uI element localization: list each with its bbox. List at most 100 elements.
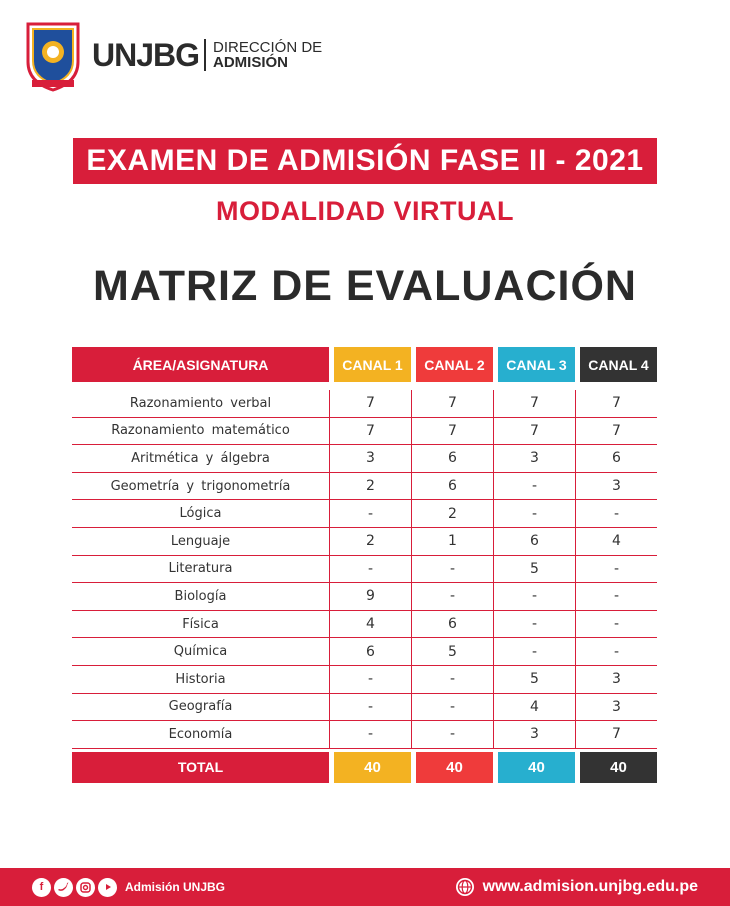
canal-2-total: 40 (416, 751, 493, 783)
canal-2-value: - (411, 693, 493, 721)
canal-2-value: 7 (411, 390, 493, 417)
canal-3-value: 7 (493, 390, 575, 417)
canal-4-value: 3 (575, 665, 657, 693)
canal-1-value: 9 (329, 583, 411, 610)
subject-name: Lógica (179, 506, 222, 522)
canal-3-value: - (493, 472, 575, 500)
canal-2-value: 2 (411, 500, 493, 527)
table-header-row: ÁREA/ASIGNATURA CANAL 1 CANAL 2 CANAL 3 … (72, 347, 657, 382)
canal-4-value: 7 (575, 417, 657, 445)
canal-2-header: CANAL 2 (416, 347, 493, 382)
footer-bar: f Admisión UNJBG www.admision.unjbg.edu.… (0, 868, 730, 906)
canal-4-value: 7 (575, 390, 657, 417)
canal-1-value: 3 (329, 445, 411, 472)
canal-3-value: 5 (493, 665, 575, 693)
canal-2-value: - (411, 721, 493, 748)
canal-2-value: 7 (411, 417, 493, 445)
subject-name: Economía (168, 726, 233, 742)
canal-3-value: - (493, 583, 575, 610)
canal-4-value: 3 (575, 472, 657, 500)
page-title: MATRIZ DE EVALUACIÓN (93, 262, 637, 310)
table-row: Literatura - -5- (72, 555, 657, 584)
canal-3-value: - (493, 610, 575, 638)
table-row: Física 4 6- - (72, 610, 657, 639)
table-row: Geografía - -4 3 (72, 693, 657, 722)
subject-name: Geometría y trigonometría (110, 478, 291, 494)
canal-1-value: - (329, 721, 411, 748)
subject-name: Química (173, 644, 228, 660)
modality-subtitle: MODALIDAD VIRTUAL (216, 196, 514, 226)
canal-2-value: 6 (411, 610, 493, 638)
canal-2-value: 1 (411, 527, 493, 555)
university-seal-logo (22, 18, 84, 92)
brand-subtitle-line1: DIRECCIÓN DE (213, 39, 323, 56)
brand-subtitle: DIRECCIÓN DE ADMISIÓN (213, 40, 322, 70)
canal-2-value: 6 (411, 472, 493, 500)
canal-3-value: 4 (493, 693, 575, 721)
canal-4-total: 40 (580, 751, 657, 783)
canal-4-value: - (575, 500, 657, 527)
brand: UNJBG DIRECCIÓN DE ADMISIÓN (92, 37, 322, 74)
canal-3-value: - (493, 638, 575, 665)
website-url[interactable]: www.admision.unjbg.edu.pe (482, 878, 698, 895)
table-row: Razonamiento matemático 7 7 7 7 (72, 417, 657, 446)
subject-name: Razonamiento verbal (129, 395, 272, 411)
canal-1-value: - (329, 693, 411, 721)
social-links: f Admisión UNJBG (32, 877, 226, 897)
table-row: Biología 9- - - (72, 583, 657, 611)
table-row: Razonamiento verbal 7 7 7 7 (72, 390, 657, 418)
canal-1-value: - (329, 500, 411, 527)
canal-2-value: - (411, 555, 493, 583)
header: UNJBG DIRECCIÓN DE ADMISIÓN (22, 16, 322, 94)
facebook-icon[interactable]: f (32, 877, 51, 897)
total-label: TOTAL (72, 751, 329, 783)
table-row: Lenguaje 2 1 6 4 (72, 527, 657, 556)
subject-name: Razonamiento matemático (111, 423, 290, 439)
social-handle[interactable]: Admisión UNJBG (125, 880, 226, 894)
exam-title-banner: EXAMEN DE ADMISIÓN FASE II - 2021 (73, 138, 657, 184)
globe-icon (455, 878, 474, 896)
canal-1-value: 7 (329, 390, 411, 417)
twitter-icon[interactable] (54, 877, 73, 897)
table-row: Lógica -2- - (72, 500, 657, 528)
instagram-icon[interactable] (76, 877, 95, 897)
canal-4-value: - (575, 638, 657, 665)
canal-1-value: 2 (329, 472, 411, 500)
total-row: TOTAL 40 40 40 40 (72, 751, 657, 783)
table-row: Geometría y trigonometría 2 6-3 (72, 472, 657, 501)
subject-name: Aritmética y álgebra (131, 450, 270, 466)
canal-3-value: - (493, 500, 575, 527)
canal-1-total: 40 (334, 751, 411, 783)
canal-3-value: 7 (493, 417, 575, 445)
table-row: Química 6 5- - (72, 638, 657, 666)
youtube-icon[interactable] (98, 877, 117, 897)
table-body: Razonamiento verbal 7 7 7 7 Razonamiento mate… (72, 390, 657, 749)
canal-1-value: - (329, 555, 411, 583)
canal-4-value: - (575, 555, 657, 583)
canal-3-value: 3 (493, 721, 575, 748)
canal-4-value: - (575, 610, 657, 638)
canal-3-value: 5 (493, 555, 575, 583)
subject-name: Biología (174, 588, 227, 604)
brand-subtitle-line2: ADMISIÓN (213, 54, 289, 71)
canal-2-value: 5 (411, 638, 493, 665)
canal-1-value: 4 (329, 610, 411, 638)
canal-1-value: 7 (329, 417, 411, 445)
canal-3-value: 6 (493, 527, 575, 555)
brand-divider (204, 39, 207, 71)
canal-4-value: 3 (575, 693, 657, 721)
evaluation-matrix-table: ÁREA/ASIGNATURA CANAL 1 CANAL 2 CANAL 3 … (72, 347, 657, 783)
table-row: Historia - -5 3 (72, 665, 657, 694)
subject-name: Física (182, 616, 219, 632)
website-link[interactable]: www.admision.unjbg.edu.pe (455, 877, 698, 897)
canal-3-value: 3 (493, 445, 575, 472)
canal-1-value: 6 (329, 638, 411, 665)
canal-1-value: - (329, 665, 411, 693)
subject-name: Geografía (168, 699, 233, 715)
brand-name: UNJBG (92, 36, 200, 73)
canal-4-header: CANAL 4 (580, 347, 657, 382)
canal-4-value: 4 (575, 527, 657, 555)
canal-4-value: 7 (575, 721, 657, 748)
canal-4-value: - (575, 583, 657, 610)
canal-3-total: 40 (498, 751, 575, 783)
